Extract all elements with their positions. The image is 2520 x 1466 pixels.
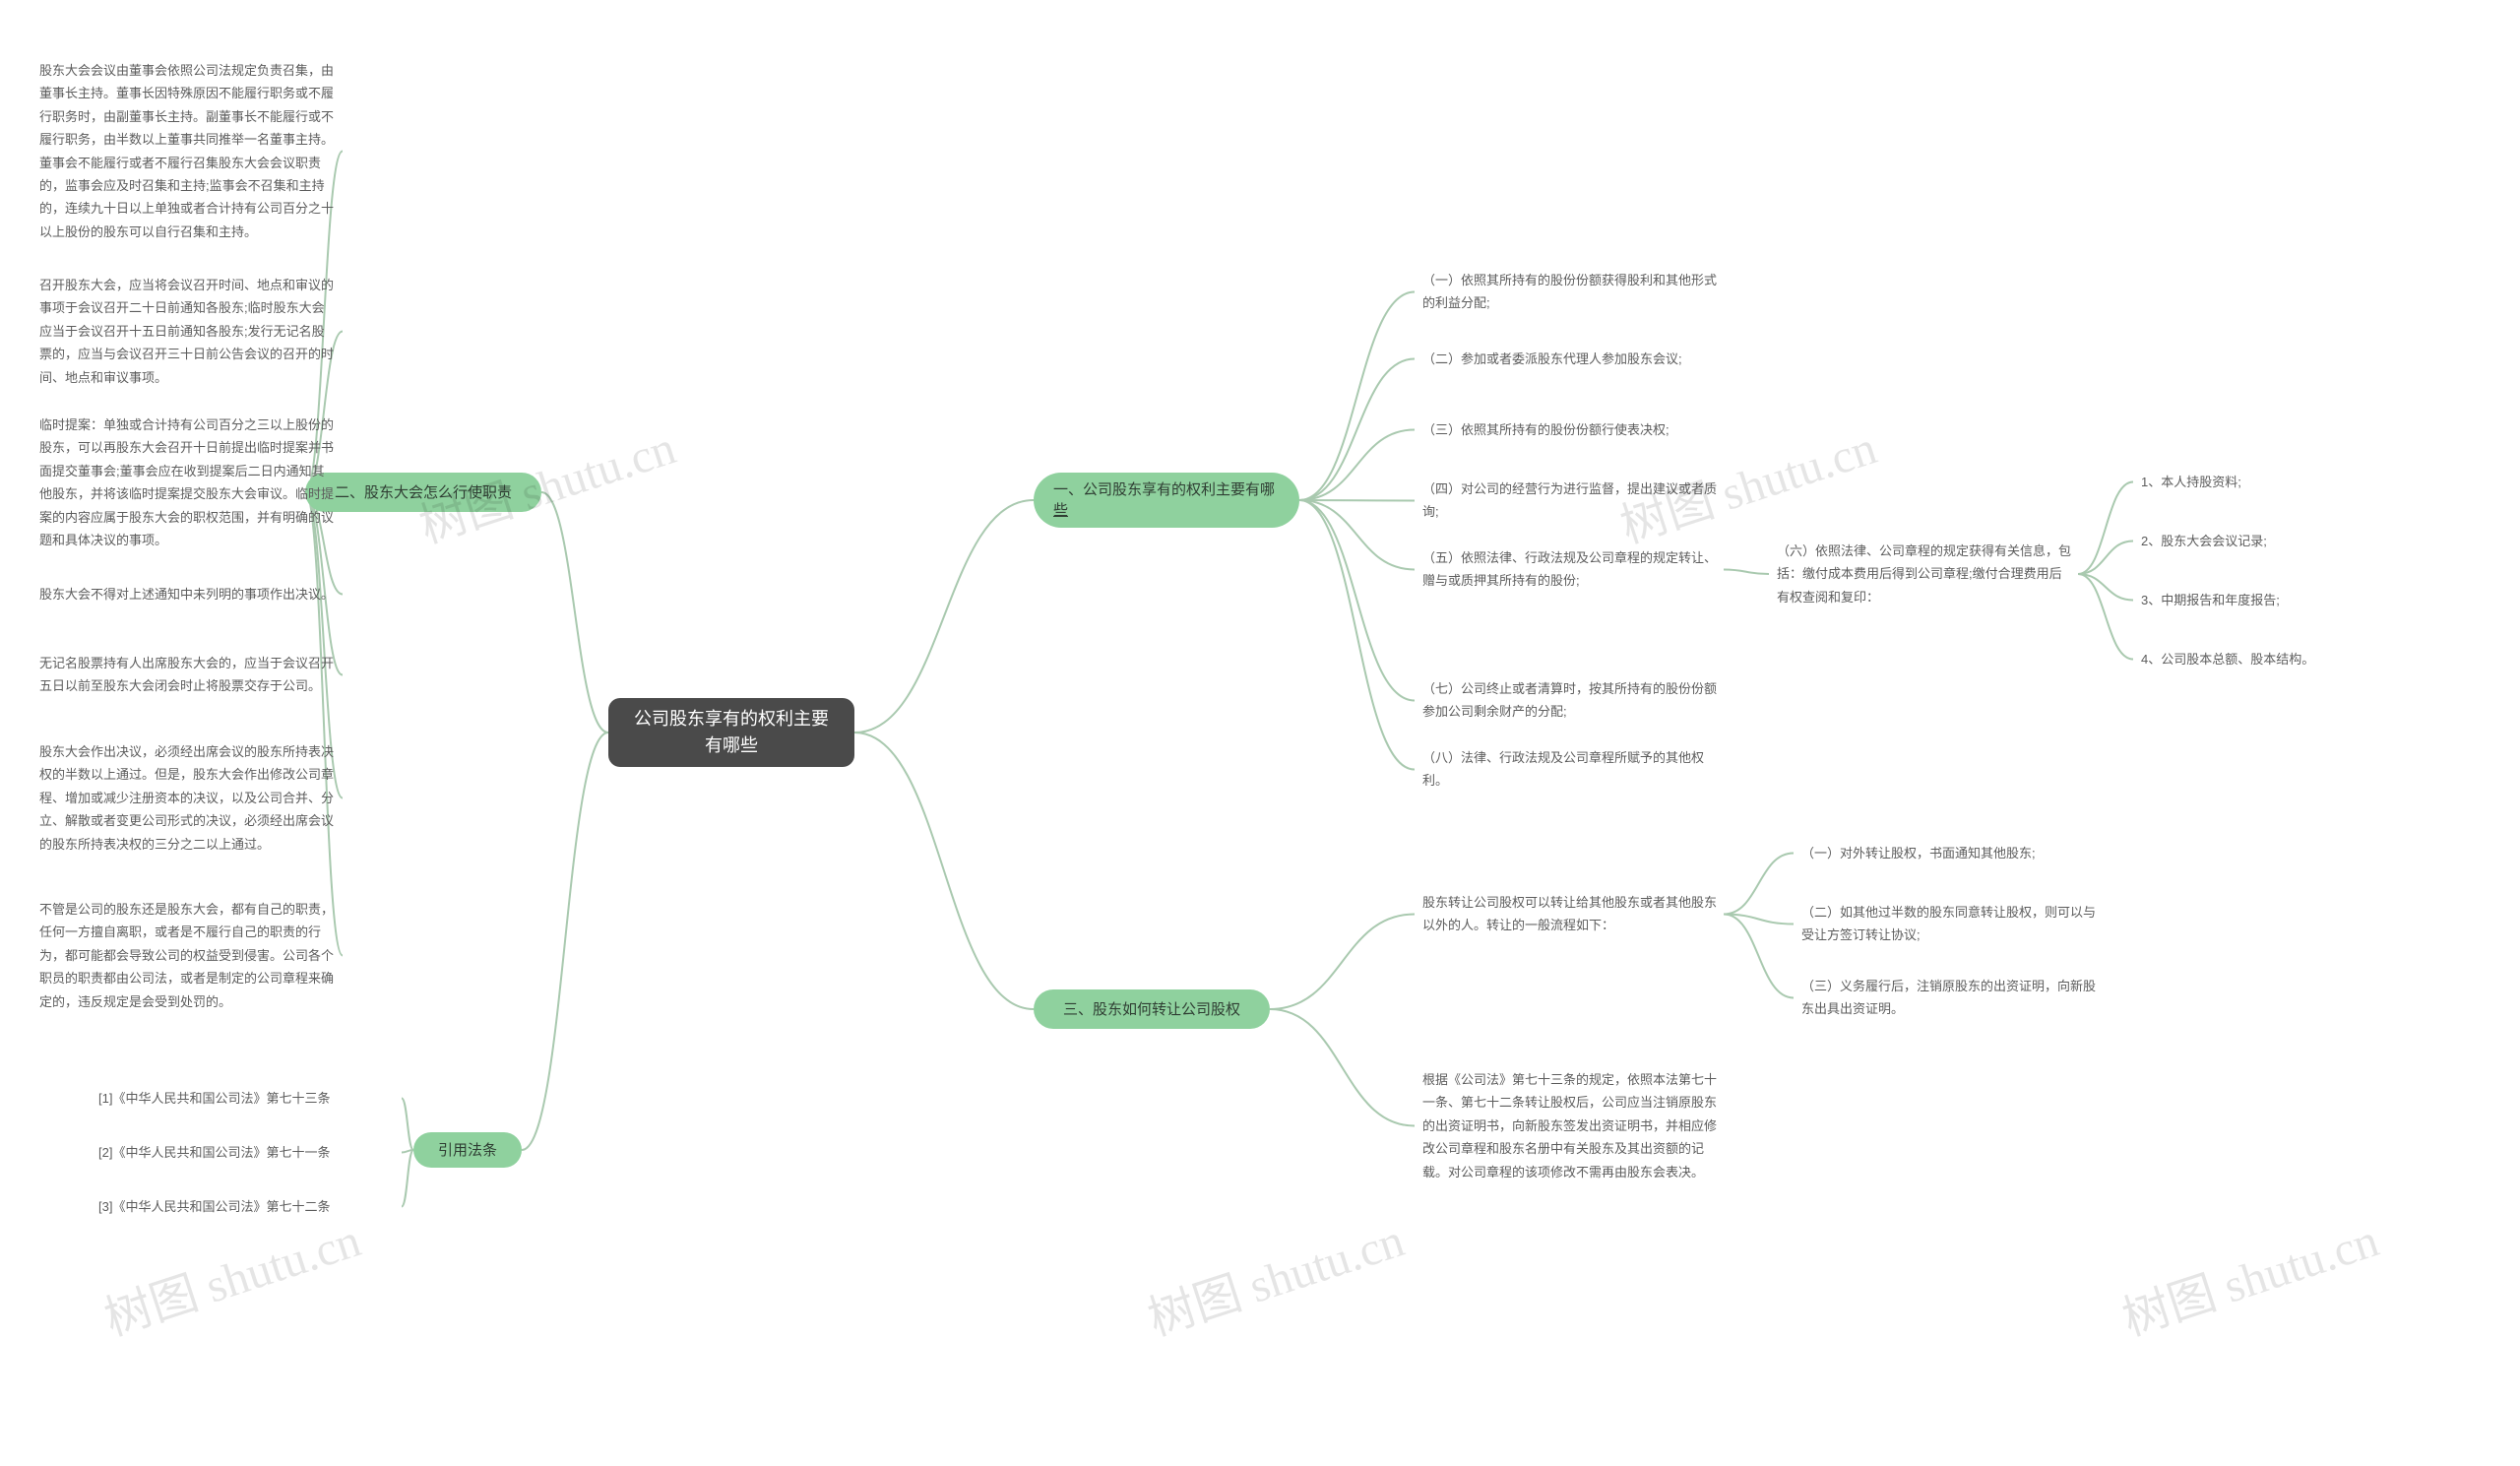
leaf-b4l1: [1]《中华人民共和国公司法》第七十三条 (98, 1087, 394, 1110)
leaf-b1l3: （三）依照其所持有的股份份额行使表决权; (1422, 418, 1718, 441)
edge (1299, 500, 1415, 570)
leaf-b1l5c4: 4、公司股本总额、股本结构。 (2141, 648, 2377, 670)
leaf-b1l5c: （六）依照法律、公司章程的规定获得有关信息，包括：缴付成本费用后得到公司章程;缴… (1777, 540, 2072, 608)
leaf-text: 无记名股票持有人出席股东大会的，应当于会议召开五日以前至股东大会闭会时止将股票交… (39, 652, 335, 698)
edge (1724, 915, 1794, 998)
edge (541, 492, 608, 733)
leaf-b1l5c3: 3、中期报告和年度报告; (2141, 589, 2358, 611)
leaf-b2l4: 股东大会不得对上述通知中未列明的事项作出决议。 (39, 583, 335, 606)
leaf-text: [1]《中华人民共和国公司法》第七十三条 (98, 1087, 394, 1110)
branch-label: 三、股东如何转让公司股权 (1063, 999, 1240, 1020)
leaf-text: （三）义务履行后，注销原股东的出资证明，向新股东出具出资证明。 (1801, 975, 2097, 1021)
leaf-b3l1c3: （三）义务履行后，注销原股东的出资证明，向新股东出具出资证明。 (1801, 975, 2097, 1021)
leaf-b1l2: （二）参加或者委派股东代理人参加股东会议; (1422, 348, 1718, 370)
branch-label: 一、公司股东享有的权利主要有哪些 (1053, 479, 1280, 521)
leaf-b1l4: （四）对公司的经营行为进行监督，提出建议或者质询; (1422, 478, 1718, 524)
edge (2078, 482, 2133, 575)
leaf-text: [2]《中华人民共和国公司法》第七十一条 (98, 1141, 394, 1164)
edge (854, 733, 1034, 1009)
edge (305, 492, 343, 956)
leaf-text: [3]《中华人民共和国公司法》第七十二条 (98, 1195, 394, 1218)
edge (402, 1150, 413, 1153)
edge (1724, 854, 1794, 915)
edge (402, 1150, 413, 1207)
root-label: 公司股东享有的权利主要 有哪些 (634, 706, 829, 759)
leaf-text: （八）法律、行政法规及公司章程所赋予的其他权利。 (1422, 746, 1718, 793)
leaf-text: （二）参加或者委派股东代理人参加股东会议; (1422, 348, 1718, 370)
edge (402, 1099, 413, 1151)
leaf-text: （五）依照法律、行政法规及公司章程的规定转让、赠与或质押其所持有的股份; (1422, 546, 1718, 593)
leaf-text: 股东大会作出决议，必须经出席会议的股东所持表决权的半数以上通过。但是，股东大会作… (39, 740, 335, 856)
leaf-b3l1c1: （一）对外转让股权，书面通知其他股东; (1801, 842, 2097, 864)
leaf-text: 3、中期报告和年度报告; (2141, 589, 2358, 611)
leaf-text: 2、股东大会会议记录; (2141, 530, 2338, 552)
edge (1299, 500, 1415, 501)
edge (2078, 574, 2133, 660)
leaf-b2l5: 无记名股票持有人出席股东大会的，应当于会议召开五日以前至股东大会闭会时止将股票交… (39, 652, 335, 698)
edge (1299, 500, 1415, 770)
edge (1299, 292, 1415, 501)
leaf-text: 不管是公司的股东还是股东大会，都有自己的职责，任何一方擅自离职，或者是不履行自己… (39, 898, 335, 1013)
watermark: 树图 shutu.cn (1138, 1201, 1412, 1349)
branch-b1: 一、公司股东享有的权利主要有哪些 (1034, 473, 1299, 528)
leaf-b1l5c1: 1、本人持股资料; (2141, 471, 2338, 493)
edge (1299, 430, 1415, 501)
leaf-b1l5: （五）依照法律、行政法规及公司章程的规定转让、赠与或质押其所持有的股份; (1422, 546, 1718, 593)
edge (1270, 915, 1415, 1010)
edge (1270, 1009, 1415, 1126)
edge (1724, 570, 1769, 575)
leaf-b2l6: 股东大会作出决议，必须经出席会议的股东所持表决权的半数以上通过。但是，股东大会作… (39, 740, 335, 856)
leaf-b3l2: 根据《公司法》第七十三条的规定，依照本法第七十一条、第七十二条转让股权后，公司应… (1422, 1068, 1718, 1183)
leaf-text: （七）公司终止或者清算时，按其所持有的股份份额参加公司剩余财产的分配; (1422, 677, 1718, 724)
watermark: 树图 shutu.cn (2112, 1201, 2386, 1349)
leaf-text: （二）如其他过半数的股东同意转让股权，则可以与受让方签订转让协议; (1801, 901, 2097, 947)
edge (1299, 500, 1415, 701)
leaf-b2l2: 召开股东大会，应当将会议召开时间、地点和审议的事项于会议召开二十日前通知各股东;… (39, 274, 335, 389)
leaf-b1l8: （八）法律、行政法规及公司章程所赋予的其他权利。 (1422, 746, 1718, 793)
leaf-b4l2: [2]《中华人民共和国公司法》第七十一条 (98, 1141, 394, 1164)
leaf-text: 4、公司股本总额、股本结构。 (2141, 648, 2377, 670)
edge (854, 500, 1034, 733)
leaf-b3l1c2: （二）如其他过半数的股东同意转让股权，则可以与受让方签订转让协议; (1801, 901, 2097, 947)
leaf-b1l5c2: 2、股东大会会议记录; (2141, 530, 2338, 552)
leaf-b2l1: 股东大会会议由董事会依照公司法规定负责召集，由董事长主持。董事长因特殊原因不能履… (39, 59, 335, 243)
leaf-text: （一）依照其所持有的股份份额获得股利和其他形式的利益分配; (1422, 269, 1718, 315)
edge (2078, 542, 2133, 575)
leaf-b2l7: 不管是公司的股东还是股东大会，都有自己的职责，任何一方擅自离职，或者是不履行自己… (39, 898, 335, 1013)
edge (522, 733, 608, 1150)
leaf-b1l1: （一）依照其所持有的股份份额获得股利和其他形式的利益分配; (1422, 269, 1718, 315)
leaf-text: 股东转让公司股权可以转让给其他股东或者其他股东以外的人。转让的一般流程如下： (1422, 891, 1718, 937)
branch-b3: 三、股东如何转让公司股权 (1034, 989, 1270, 1029)
branch-label: 二、股东大会怎么行使职责 (335, 482, 512, 503)
leaf-text: （一）对外转让股权，书面通知其他股东; (1801, 842, 2097, 864)
leaf-text: 根据《公司法》第七十三条的规定，依照本法第七十一条、第七十二条转让股权后，公司应… (1422, 1068, 1718, 1183)
leaf-text: 股东大会不得对上述通知中未列明的事项作出决议。 (39, 583, 335, 606)
leaf-b2l3: 临时提案：单独或合计持有公司百分之三以上股份的股东，可以再股东大会召开十日前提出… (39, 414, 335, 551)
leaf-text: （三）依照其所持有的股份份额行使表决权; (1422, 418, 1718, 441)
mindmap-canvas: 公司股东享有的权利主要 有哪些 一、公司股东享有的权利主要有哪些 （一）依照其所持有… (0, 0, 2520, 1466)
watermark: 树图 shutu.cn (94, 1201, 368, 1349)
branch-b2: 二、股东大会怎么行使职责 (305, 473, 541, 512)
leaf-text: （四）对公司的经营行为进行监督，提出建议或者质询; (1422, 478, 1718, 524)
root-node: 公司股东享有的权利主要 有哪些 (608, 698, 854, 767)
leaf-b3l1: 股东转让公司股权可以转让给其他股东或者其他股东以外的人。转让的一般流程如下： (1422, 891, 1718, 937)
branch-b4: 引用法条 (413, 1132, 522, 1168)
branch-label: 引用法条 (438, 1140, 497, 1161)
leaf-text: 1、本人持股资料; (2141, 471, 2338, 493)
edge (2078, 574, 2133, 601)
leaf-text: 召开股东大会，应当将会议召开时间、地点和审议的事项于会议召开二十日前通知各股东;… (39, 274, 335, 389)
edge-layer (0, 0, 2520, 1466)
leaf-text: 股东大会会议由董事会依照公司法规定负责召集，由董事长主持。董事长因特殊原因不能履… (39, 59, 335, 243)
leaf-text: （六）依照法律、公司章程的规定获得有关信息，包括：缴付成本费用后得到公司章程;缴… (1777, 540, 2072, 608)
edge (1724, 915, 1794, 924)
edge (1299, 359, 1415, 501)
leaf-b1l7: （七）公司终止或者清算时，按其所持有的股份份额参加公司剩余财产的分配; (1422, 677, 1718, 724)
leaf-text: 临时提案：单独或合计持有公司百分之三以上股份的股东，可以再股东大会召开十日前提出… (39, 414, 335, 551)
leaf-b4l3: [3]《中华人民共和国公司法》第七十二条 (98, 1195, 394, 1218)
